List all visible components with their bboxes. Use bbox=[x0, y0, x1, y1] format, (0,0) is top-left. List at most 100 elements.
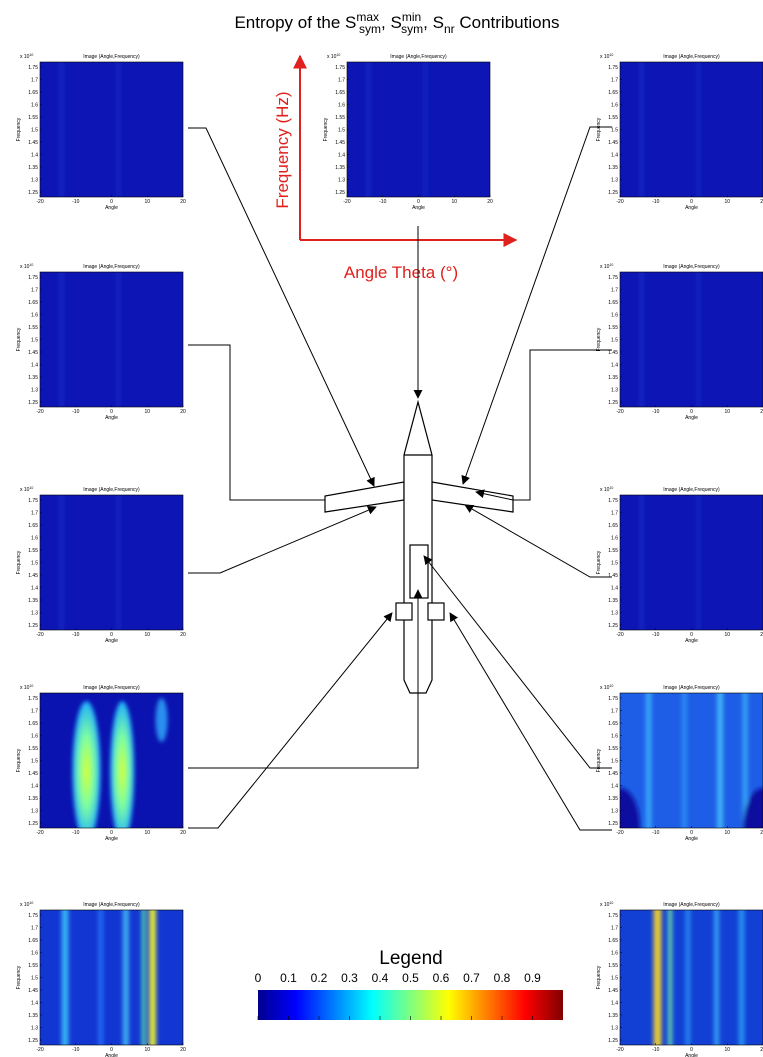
heatmap-stripe bbox=[696, 62, 702, 197]
x-tick-label: -10 bbox=[72, 632, 79, 638]
x-tick-label: 0 bbox=[417, 199, 420, 205]
angle-label: Angle Theta (°) bbox=[344, 263, 458, 282]
figure-title: Entropy of the Smax sym, Smin sym, Snr Con… bbox=[234, 10, 559, 36]
heatmap bbox=[347, 62, 490, 197]
y-tick-label: 1.35 bbox=[608, 1013, 618, 1019]
y-tick-label: 1.5 bbox=[611, 758, 618, 764]
heatmap-features bbox=[653, 910, 745, 1045]
exponent: 10 bbox=[609, 53, 613, 57]
panel-title: Image (Angle,Frequency) bbox=[83, 54, 140, 60]
multiplier: x 10 bbox=[600, 54, 610, 60]
heatmap-stripe bbox=[59, 495, 64, 630]
y-axis-label: Frequency bbox=[596, 965, 602, 989]
title-part: , S bbox=[423, 13, 444, 32]
x-tick-label: 10 bbox=[144, 1047, 150, 1053]
y-tick-label: 1.7 bbox=[31, 708, 38, 714]
heatmap bbox=[40, 910, 183, 1045]
heatmap-bg bbox=[620, 495, 763, 630]
y-tick-label: 1.75 bbox=[335, 65, 345, 71]
title-sup: min bbox=[402, 10, 421, 24]
y-tick-label: 1.7 bbox=[31, 77, 38, 83]
y-tick-label: 1.25 bbox=[608, 821, 618, 827]
y-tick-label: 1.6 bbox=[611, 312, 618, 318]
heatmap bbox=[40, 693, 183, 828]
y-tick-label: 1.6 bbox=[611, 733, 618, 739]
y-tick-label: 1.35 bbox=[608, 598, 618, 604]
x-tick-label: -20 bbox=[36, 830, 43, 836]
y-tick-label: 1.7 bbox=[31, 287, 38, 293]
y-tick-label: 1.3 bbox=[31, 387, 38, 393]
heatmap-bg bbox=[40, 272, 183, 407]
exponent: 10 bbox=[609, 901, 613, 905]
y-tick-label: 1.5 bbox=[611, 975, 618, 981]
heatmap-stripe bbox=[639, 62, 644, 197]
heatmap-stripe bbox=[116, 62, 122, 197]
y-tick-label: 1.4 bbox=[611, 1000, 618, 1006]
x-tick-label: -10 bbox=[72, 199, 79, 205]
x-tick-label: -20 bbox=[36, 199, 43, 205]
y-tick-label: 1.4 bbox=[611, 783, 618, 789]
y-tick-label: 1.6 bbox=[611, 950, 618, 956]
x-tick-label: 0 bbox=[110, 409, 113, 415]
x-tick-label: 10 bbox=[724, 830, 730, 836]
y-axis-label: Frequency bbox=[596, 327, 602, 351]
connector bbox=[513, 349, 612, 501]
y-tick-label: 1.4 bbox=[31, 783, 38, 789]
x-tick-label: 20 bbox=[760, 632, 763, 638]
heatmap bbox=[40, 272, 183, 407]
heatmap-bg bbox=[620, 272, 763, 407]
y-tick-label: 1.5 bbox=[611, 337, 618, 343]
heatmap-panel: Image (Angle,Frequency)x 1010-20-1001020… bbox=[596, 486, 763, 644]
x-tick-label: -20 bbox=[616, 1047, 623, 1053]
x-tick-label: 0 bbox=[110, 830, 113, 836]
heatmap-blob bbox=[155, 698, 168, 742]
multiplier: x 10 bbox=[20, 264, 30, 270]
y-tick-label: 1.55 bbox=[608, 325, 618, 331]
title-sub: nr bbox=[444, 22, 455, 36]
exponent-label: x 1010 bbox=[20, 263, 33, 270]
heatmap-stripe bbox=[639, 495, 644, 630]
y-tick-label: 1.35 bbox=[335, 165, 345, 171]
right-box bbox=[427, 602, 445, 621]
exponent-label: x 1010 bbox=[600, 684, 613, 691]
y-tick-label: 1.3 bbox=[31, 1025, 38, 1031]
y-tick-label: 1.7 bbox=[611, 708, 618, 714]
y-tick-label: 1.35 bbox=[28, 598, 38, 604]
heatmap-features bbox=[639, 272, 702, 407]
exponent-label: x 1010 bbox=[20, 684, 33, 691]
y-tick-label: 1.55 bbox=[28, 746, 38, 752]
y-axis-label: Frequency bbox=[323, 117, 329, 141]
heatmap-features bbox=[620, 693, 763, 828]
y-tick-label: 1.55 bbox=[28, 115, 38, 121]
y-tick-label: 1.25 bbox=[28, 400, 38, 406]
heatmap-bg bbox=[40, 910, 183, 1045]
y-tick-label: 1.75 bbox=[28, 275, 38, 281]
exponent-label: x 1010 bbox=[600, 486, 613, 493]
frequency-label: Frequency (Hz) bbox=[273, 91, 292, 208]
y-tick-label: 1.55 bbox=[28, 963, 38, 969]
heatmap-stripe bbox=[681, 693, 687, 828]
heatmap-stripe bbox=[59, 62, 64, 197]
x-tick-label: 20 bbox=[180, 1047, 186, 1053]
x-tick-label: -10 bbox=[652, 409, 659, 415]
exponent-label: x 1010 bbox=[600, 53, 613, 60]
title-sup: max bbox=[356, 10, 379, 24]
y-tick-label: 1.4 bbox=[611, 362, 618, 368]
y-tick-label: 1.45 bbox=[608, 573, 618, 579]
y-tick-label: 1.25 bbox=[608, 190, 618, 196]
x-tick-label: 10 bbox=[724, 632, 730, 638]
panel-title: Image (Angle,Frequency) bbox=[83, 685, 140, 691]
heatmap bbox=[620, 62, 763, 197]
y-tick-label: 1.5 bbox=[31, 758, 38, 764]
y-tick-label: 1.3 bbox=[338, 177, 345, 183]
heatmap bbox=[40, 62, 183, 197]
exponent: 10 bbox=[29, 53, 33, 57]
x-tick-label: 10 bbox=[144, 199, 150, 205]
y-tick-label: 1.75 bbox=[608, 913, 618, 919]
colorbar-tick-label: 0 bbox=[255, 971, 262, 985]
y-tick-label: 1.7 bbox=[31, 510, 38, 516]
y-tick-label: 1.25 bbox=[608, 400, 618, 406]
